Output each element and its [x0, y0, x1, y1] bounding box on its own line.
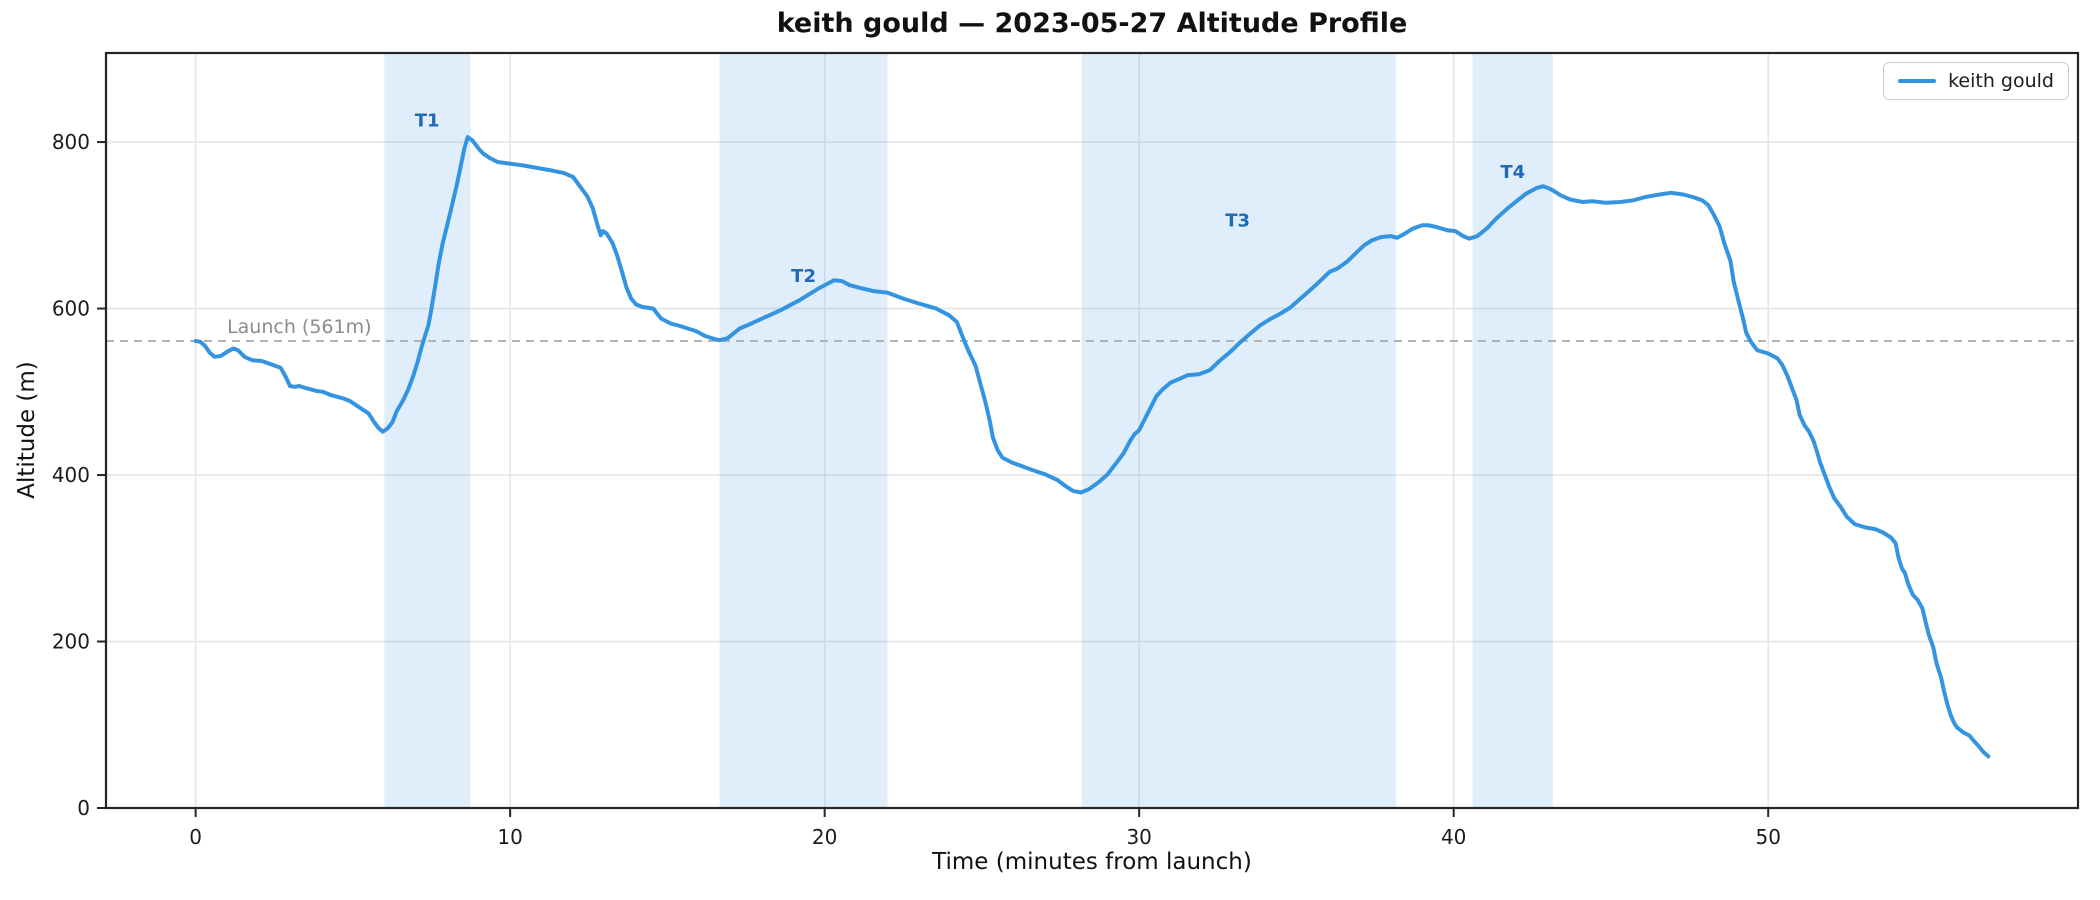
- thermal-label-T2: T2: [791, 266, 816, 287]
- y-tick-label: 0: [77, 796, 90, 820]
- altitude-line: [193, 135, 1991, 759]
- plot-frame: [104, 51, 2080, 810]
- x-tick-label: 50: [1755, 825, 1780, 849]
- x-tick-label: 30: [1126, 825, 1151, 849]
- x-tick-label: 0: [189, 825, 202, 849]
- thermal-band-T2: [719, 53, 888, 808]
- x-tick-label: 10: [497, 825, 522, 849]
- legend-series-label: keith gould: [1948, 70, 2054, 92]
- y-axis-label: Altitude (m): [14, 361, 40, 499]
- y-tick-label: 400: [52, 463, 90, 487]
- y-tick-label: 800: [52, 130, 90, 154]
- thermal-band-T4: [1472, 53, 1553, 808]
- launch-altitude-label: Launch (561m): [227, 316, 371, 338]
- thermal-band-T3: [1081, 53, 1396, 808]
- legend: keith gould: [1883, 62, 2069, 100]
- thermal-label-T1: T1: [415, 110, 440, 131]
- legend-line-sample: [1898, 79, 1937, 83]
- thermal-label-T3: T3: [1225, 210, 1250, 231]
- thermal-label-T4: T4: [1500, 162, 1525, 183]
- y-tick-label: 200: [52, 630, 90, 654]
- thermal-band-T1: [384, 53, 471, 808]
- x-axis-label: Time (minutes from launch): [932, 849, 1252, 875]
- x-tick-label: 20: [812, 825, 837, 849]
- y-tick-label: 600: [52, 297, 90, 321]
- chart-title: keith gould — 2023-05-27 Altitude Profil…: [776, 8, 1408, 39]
- x-tick-label: 40: [1441, 825, 1466, 849]
